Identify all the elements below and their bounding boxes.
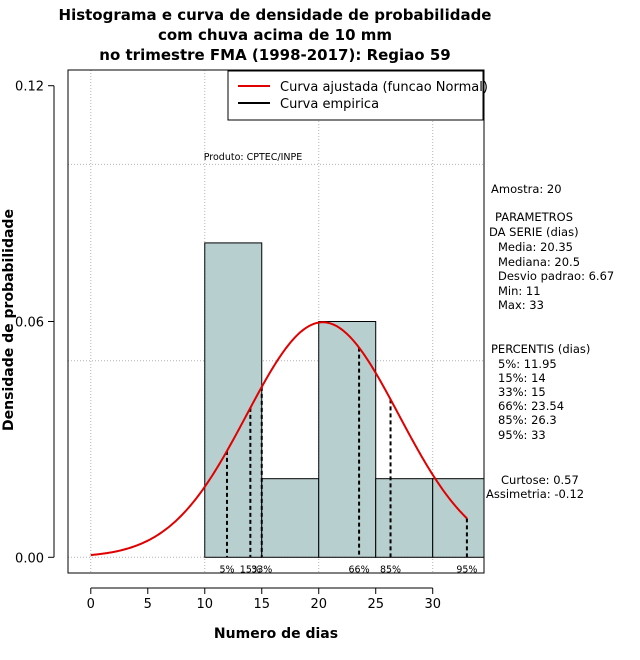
- stat-p5: 5%: 11.95: [498, 357, 557, 371]
- percentile-label: 15%: [240, 564, 261, 575]
- y-tick-label: 0.12: [15, 80, 44, 95]
- x-tick-label: 0: [87, 597, 95, 612]
- y-axis-label: Densidade de probabilidade: [1, 209, 17, 431]
- stat-median: Mediana: 20.5: [498, 255, 580, 269]
- fitted-curve: [90, 321, 468, 557]
- stat-p66: 66%: 23.54: [498, 399, 564, 413]
- product-label: Produto: CPTEC/INPE: [204, 152, 303, 163]
- stat-skewness: Assimetria: -0.12: [486, 487, 584, 501]
- histogram-bar: [204, 242, 263, 558]
- histogram-bar: [432, 478, 485, 558]
- stat-max: Max: 33: [498, 298, 544, 312]
- x-tick-label: 20: [310, 597, 327, 612]
- y-tick-label: 0.00: [15, 551, 44, 566]
- x-tick-label: 25: [367, 597, 384, 612]
- plot-frame: [67, 69, 485, 574]
- stat-p33: 33%: 15: [498, 385, 546, 399]
- x-tick-label: 15: [253, 597, 270, 612]
- stat-p95: 95%: 33: [498, 428, 546, 442]
- chart-title-line-1: Histograma e curva de densidade de proba…: [59, 6, 492, 24]
- histogram-bar: [318, 321, 377, 558]
- chart-title-line-3: no trimestre FMA (1998-2017): Regiao 59: [99, 46, 450, 64]
- stat-percentiles-heading: PERCENTIS (dias): [491, 342, 590, 356]
- stat-kurtosis: Curtose: 0.57: [501, 473, 579, 487]
- legend-label-fitted: Curva ajustada (funcao Normal): [280, 80, 488, 95]
- stat-std-dev: Desvio padrao: 6.67: [498, 269, 614, 283]
- stat-p15: 15%: 14: [498, 371, 546, 385]
- x-axis: 0 5 10 15 20 25 30: [87, 587, 441, 612]
- legend-label-empirical: Curva empirica: [280, 97, 379, 112]
- x-tick-label: 10: [196, 597, 213, 612]
- percentile-label: 66%: [349, 564, 370, 575]
- percentile-markers: 5% 15%33% 66% 85% 95%: [219, 347, 477, 575]
- x-axis-label: Numero de dias: [214, 626, 338, 642]
- percentile-label: 85%: [380, 564, 401, 575]
- histogram-bar: [261, 478, 320, 558]
- y-axis: 0.00 0.06 0.12: [15, 80, 55, 566]
- fitted-normal-curve: [90, 321, 468, 557]
- stat-params-heading: PARAMETROS: [495, 210, 573, 224]
- stat-params-subheading: DA SERIE (dias): [489, 225, 579, 239]
- chart-title-line-2: com chuva acima de 10 mm: [158, 26, 392, 44]
- percentile-label: 5%: [219, 564, 234, 575]
- percentile-label: 33%: [251, 564, 272, 575]
- x-tick-label: 30: [424, 597, 441, 612]
- legend-box: [227, 70, 484, 121]
- x-tick-label: 5: [144, 597, 152, 612]
- legend: Curva ajustada (funcao Normal) Curva emp…: [227, 70, 488, 121]
- percentile-label: 95%: [456, 564, 477, 575]
- stat-sample: Amostra: 20: [491, 182, 562, 196]
- statistics-panel: Amostra: 20 PARAMETROS DA SERIE (dias) M…: [486, 182, 614, 501]
- stat-min: Min: 11: [498, 284, 541, 298]
- histogram-bars: [204, 242, 485, 558]
- stat-p85: 85%: 26.3: [498, 413, 557, 427]
- stat-mean: Media: 20.35: [498, 240, 573, 254]
- histogram-bar: [375, 478, 434, 558]
- y-tick-label: 0.06: [15, 316, 44, 331]
